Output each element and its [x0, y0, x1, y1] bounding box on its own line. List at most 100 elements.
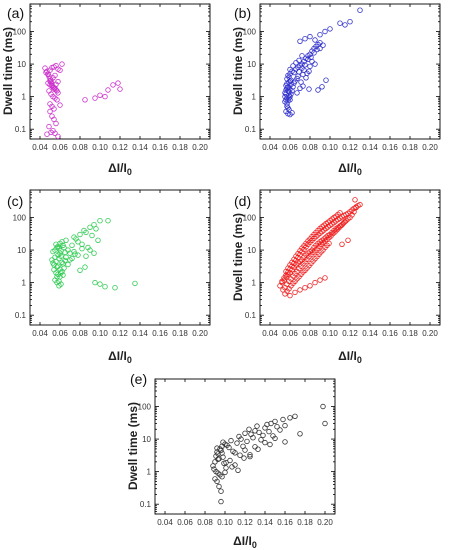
x-tick-label: 0.20 [422, 329, 438, 338]
y-axis-label: Dwell time (ms) [126, 402, 140, 490]
x-tick-label: 0.12 [237, 518, 253, 527]
y-axis-label: Dwell time (ms) [231, 27, 245, 115]
data-point [59, 259, 65, 265]
y-tick-label: 10 [17, 60, 26, 69]
data-point [287, 415, 293, 421]
y-axis-label: Dwell time (ms) [231, 213, 245, 301]
data-point [297, 38, 303, 44]
data-point [247, 453, 253, 460]
data-point [216, 483, 222, 490]
data-point [223, 459, 229, 466]
y-axis-label: Dwell time (ms) [1, 27, 15, 115]
data-point [91, 250, 97, 256]
data-point [306, 86, 312, 92]
data-point [342, 22, 348, 28]
data-point [75, 239, 81, 245]
data-point [314, 46, 320, 53]
x-tick-label: 0.08 [197, 518, 213, 527]
x-tick-label: 0.16 [152, 329, 168, 338]
data-point [219, 474, 225, 480]
data-point [52, 130, 58, 136]
data-point [282, 422, 288, 429]
data-point [214, 445, 220, 451]
data-point [322, 275, 328, 281]
data-point [220, 454, 226, 460]
x-tick-label: 0.10 [217, 518, 233, 527]
data-point [296, 69, 302, 75]
data-point [79, 245, 85, 252]
data-point [296, 57, 302, 64]
x-tick-label: 0.06 [52, 329, 68, 338]
data-point [306, 68, 312, 74]
x-axis-label: ΔI/I0 [338, 349, 362, 365]
data-point [102, 93, 108, 100]
x-tick-label: 0.10 [92, 143, 108, 152]
data-point [61, 244, 67, 251]
data-point [307, 63, 313, 70]
data-point [255, 446, 261, 452]
data-point [226, 444, 232, 451]
data-point [260, 432, 266, 439]
data-point [297, 287, 303, 293]
data-point [252, 444, 258, 450]
data-point [289, 110, 295, 116]
data-point [272, 435, 278, 442]
data-point [55, 78, 61, 85]
data-point [229, 464, 235, 470]
data-point [290, 63, 296, 69]
data-point [326, 240, 332, 247]
data-point [291, 80, 297, 86]
data-point [317, 277, 323, 283]
x-tick-label: 0.16 [277, 518, 293, 527]
data-point [57, 102, 63, 108]
y-tick-label: 0.1 [140, 500, 152, 509]
data-point [105, 87, 111, 93]
data-point [282, 90, 288, 96]
data-point [264, 421, 270, 428]
data-point [312, 37, 318, 43]
data-point [347, 19, 353, 25]
data-point [323, 77, 329, 83]
data-point [97, 217, 103, 224]
data-point [87, 224, 93, 230]
data-point [256, 429, 262, 436]
x-axis-label: ΔI/I0 [108, 161, 132, 177]
data-point [246, 426, 252, 432]
data-point [267, 441, 273, 448]
data-point [59, 61, 65, 67]
data-point [284, 101, 290, 107]
data-point [105, 217, 111, 224]
x-axis-label: ΔI/I0 [338, 161, 362, 177]
data-point [322, 28, 328, 35]
y-tick-label: 10 [247, 246, 256, 255]
data-point [299, 53, 305, 59]
data-point [282, 439, 288, 445]
data-point [97, 281, 103, 287]
x-tick-label: 0.06 [177, 518, 193, 527]
data-point [51, 86, 57, 92]
data-point [357, 7, 363, 13]
data-point [54, 274, 60, 280]
data-point [317, 45, 323, 52]
data-point [287, 66, 293, 73]
data-point [352, 197, 358, 203]
x-tick-label: 0.20 [192, 329, 208, 338]
data-point [320, 403, 326, 410]
data-point [322, 420, 328, 427]
x-tick-label: 0.18 [172, 143, 188, 152]
data-point [75, 252, 81, 258]
y-tick-label: 0.1 [15, 311, 27, 320]
x-tick-label: 0.04 [262, 329, 278, 338]
x-axis-label: ΔI/I0 [233, 534, 257, 550]
data-point [289, 88, 295, 94]
y-tick-label: 100 [138, 403, 152, 412]
y-tick-label: 1 [147, 468, 152, 477]
y-tick-label: 0.1 [245, 125, 257, 134]
data-point [55, 133, 61, 140]
data-point [72, 251, 78, 257]
panel-label: (a) [7, 5, 24, 21]
data-point [65, 261, 71, 268]
data-point [286, 95, 292, 101]
data-point [228, 437, 234, 444]
data-point [287, 93, 293, 100]
